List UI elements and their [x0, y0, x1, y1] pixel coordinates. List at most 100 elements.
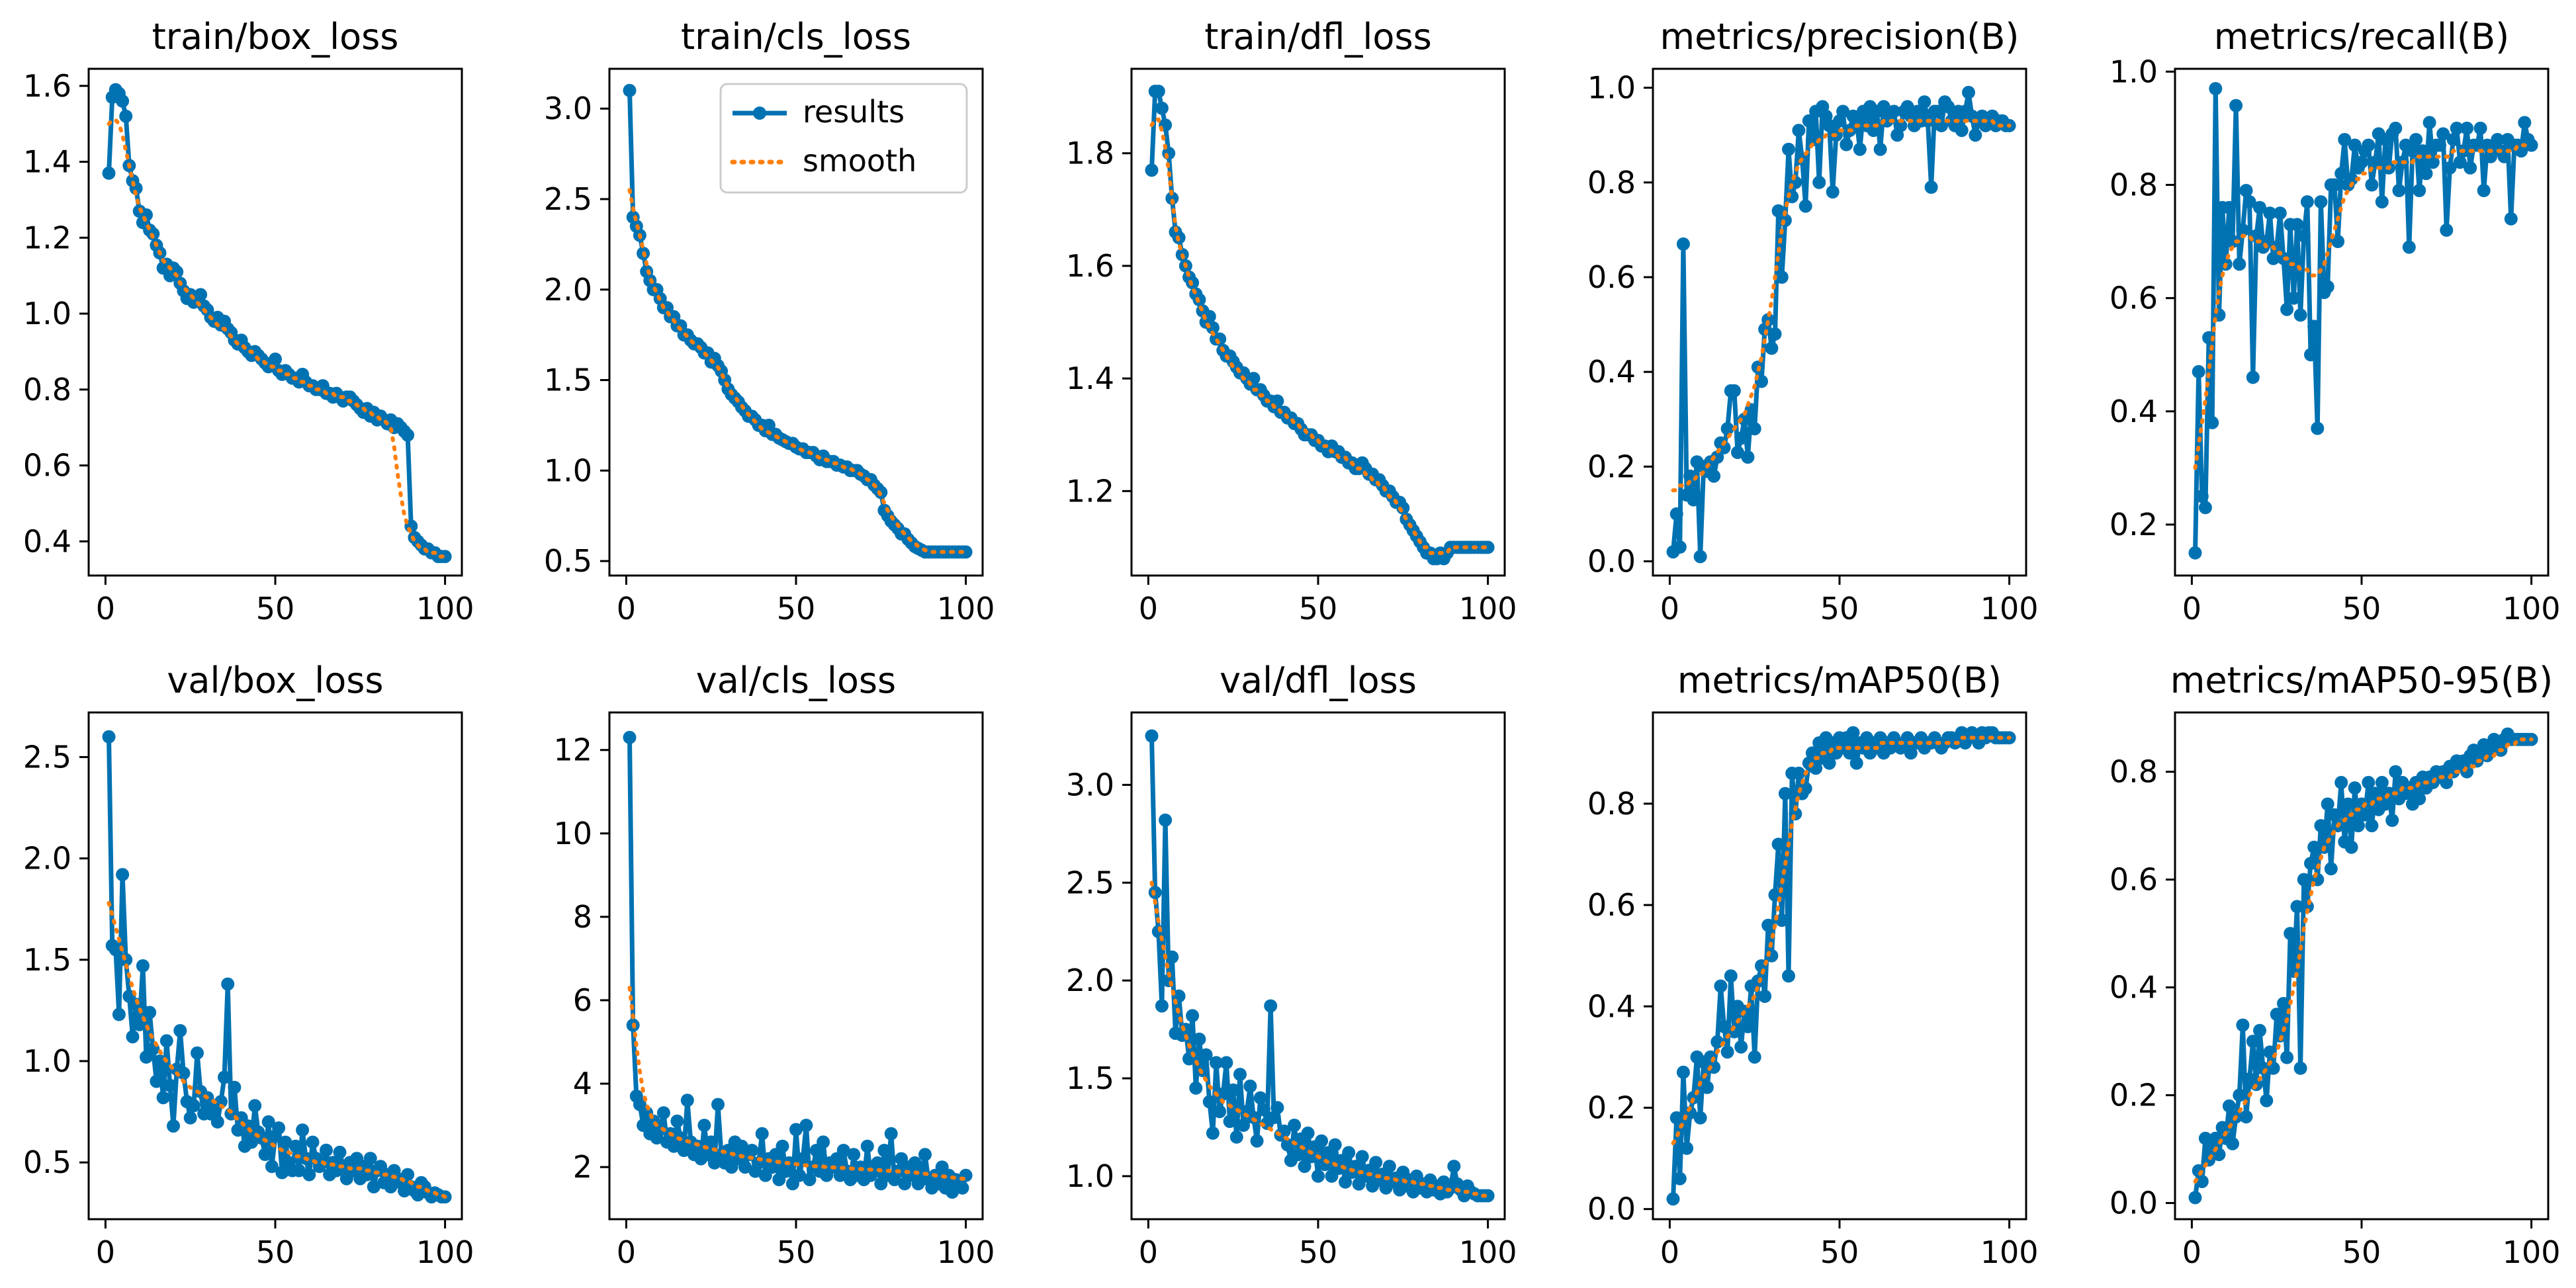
results-point [2331, 235, 2345, 248]
results-point [2284, 927, 2297, 941]
legend-results-marker [753, 107, 766, 120]
y-tick-label: 2 [573, 1149, 592, 1185]
y-tick-label: 0.8 [1587, 786, 1636, 822]
results-point [697, 1119, 711, 1133]
results-point [2344, 172, 2358, 186]
results-point [1720, 1045, 1734, 1059]
results-point [1199, 1048, 1213, 1062]
results-point [1192, 1032, 1206, 1046]
results-point [1298, 1160, 1311, 1174]
y-tick-label: 0.5 [23, 1144, 71, 1180]
results-point [2375, 195, 2389, 209]
results-point [1741, 1019, 1755, 1033]
results-point [1145, 729, 1159, 743]
results-point [2413, 792, 2426, 806]
results-point [1311, 1169, 1325, 1183]
results-point [248, 1099, 262, 1113]
y-tick-label: 2.5 [23, 739, 71, 775]
results-point [1894, 118, 1908, 132]
results-point [1877, 100, 1890, 114]
results-point [2198, 501, 2212, 515]
results-point [1253, 1091, 1267, 1105]
results-point [221, 977, 235, 991]
results-point [1758, 990, 1772, 1003]
y-tick-label: 0.6 [1587, 259, 1636, 295]
results-point [143, 1006, 157, 1019]
results-point [2236, 223, 2250, 237]
results-point [2446, 133, 2460, 146]
axes-frame [1130, 711, 1506, 1221]
results-point [1155, 101, 1169, 115]
results-point [2192, 365, 2205, 378]
results-point [279, 1135, 292, 1149]
results-point [1771, 837, 1785, 851]
results-point [799, 1119, 813, 1133]
chart-title: metrics/mAP50-95(B) [2170, 660, 2553, 701]
results-point [836, 1144, 850, 1157]
results-point [1280, 1138, 1294, 1152]
smooth-line [2193, 737, 2534, 1183]
results-point [1481, 540, 1495, 554]
results-point [1799, 199, 1812, 213]
chart-train-box-loss: train/box_loss 0 50 100 0.4 0.6 0.8 1.0 1.2 1.4 1.… [23, 16, 474, 626]
results-point [2477, 184, 2491, 197]
results-point [126, 1030, 140, 1044]
axes-frame [2174, 67, 2550, 577]
results-point [1812, 175, 1826, 189]
results-point [2440, 775, 2454, 789]
y-tick-label: 10 [553, 816, 592, 851]
smooth-line [1671, 736, 2012, 1146]
y-tick-label: 3.0 [544, 91, 592, 126]
results-point [258, 1148, 272, 1161]
results-point [129, 998, 143, 1011]
results-point [1904, 746, 1918, 760]
chart-title: metrics/mAP50(B) [1677, 660, 2002, 701]
results-point [738, 1160, 752, 1174]
y-tick-label: 0.4 [1587, 354, 1636, 390]
results-point [1382, 1160, 1396, 1174]
legend-smooth-label: smooth [803, 143, 916, 179]
results-point [292, 1164, 306, 1178]
x-tick-label: 0 [617, 591, 636, 626]
y-tick-label: 0.2 [1587, 449, 1636, 484]
results-point [1792, 766, 1806, 780]
chart-metrics-precision-b: metrics/precision(B) 0 50 100 0.0 0.2 0.4 0.6 0.… [1587, 16, 2039, 626]
results-point [1887, 105, 1901, 118]
results-point [2243, 195, 2256, 209]
results-point [1836, 105, 1850, 118]
results-point [2518, 116, 2532, 130]
results-point [1931, 105, 1945, 118]
y-tick-label: 1.0 [2110, 54, 2158, 89]
results-point [1223, 1115, 1237, 1129]
y-tick-label: 1.5 [1066, 1060, 1114, 1096]
results-point [320, 1143, 333, 1157]
results-point [2226, 1137, 2239, 1150]
y-tick-label: 1.2 [23, 220, 71, 255]
results-point [2365, 178, 2379, 192]
chart-title: train/box_loss [152, 16, 399, 58]
smooth-line [1671, 118, 2012, 493]
x-tick-label: 100 [937, 1234, 995, 1270]
results-point [704, 1135, 718, 1149]
y-tick-label: 1.5 [544, 363, 592, 398]
results-point [1186, 1009, 1200, 1023]
results-point [2409, 133, 2423, 146]
results-point [2392, 184, 2406, 197]
y-tick-label: 2.5 [1066, 865, 1114, 900]
plot-area [2188, 727, 2538, 1205]
results-point [1731, 445, 1744, 459]
results-point [1339, 1175, 1353, 1189]
results-point [2443, 161, 2457, 175]
results-point [1355, 1150, 1369, 1164]
results-point [2368, 155, 2382, 169]
results-point [2389, 765, 2403, 779]
x-tick-label: 0 [2182, 1234, 2201, 1270]
y-tick-label: 1.0 [1587, 70, 1636, 106]
results-point [2406, 144, 2419, 158]
results-point [1151, 85, 1165, 98]
results-point [1264, 999, 1278, 1013]
results-point [2426, 155, 2440, 169]
y-tick-label: 0.4 [2110, 394, 2158, 429]
results-point [1724, 969, 1738, 983]
